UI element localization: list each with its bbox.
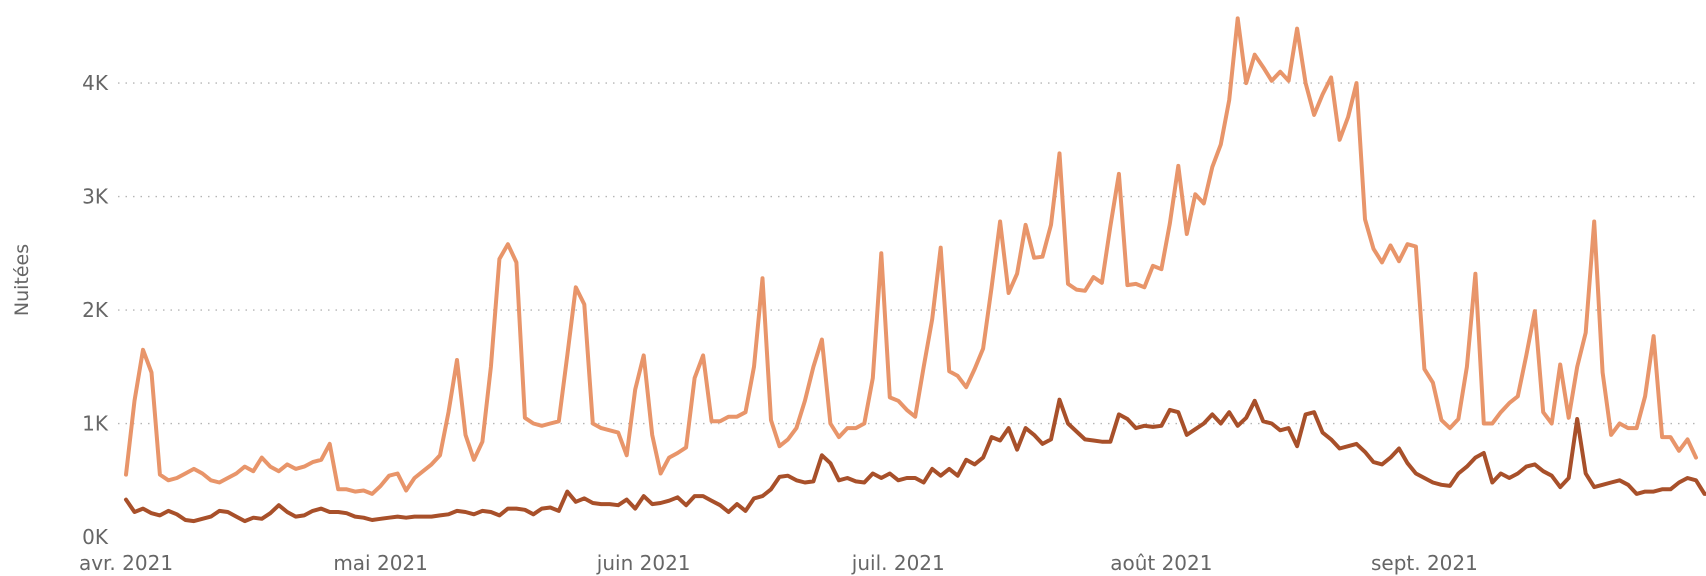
series-line-1 [124,16,1698,496]
x-axis-ticks: avr. 2021 mai 2021 juin 2021 juil. 2021 août… [79,551,1478,575]
y-axis-ticks: 0K 1K 2K 3K 4K [82,71,109,549]
y-axis-title: Nuitées [11,244,33,316]
x-tick-label: juin 2021 [596,551,691,575]
y-tick-label: 2K [82,298,109,322]
x-tick-label: août 2021 [1110,551,1212,575]
x-tick-label: mai 2021 [333,551,428,575]
y-tick-label: 3K [82,185,109,209]
y-tick-label: 4K [82,71,109,95]
y-tick-label: 0K [82,525,109,549]
x-tick-label: sept. 2021 [1371,551,1478,575]
x-tick-label: avr. 2021 [79,551,173,575]
gridlines [118,82,1700,425]
y-tick-label: 1K [82,412,109,436]
series-line-2 [124,397,1706,524]
x-tick-label: juil. 2021 [851,551,945,575]
series-lines [124,16,1706,524]
